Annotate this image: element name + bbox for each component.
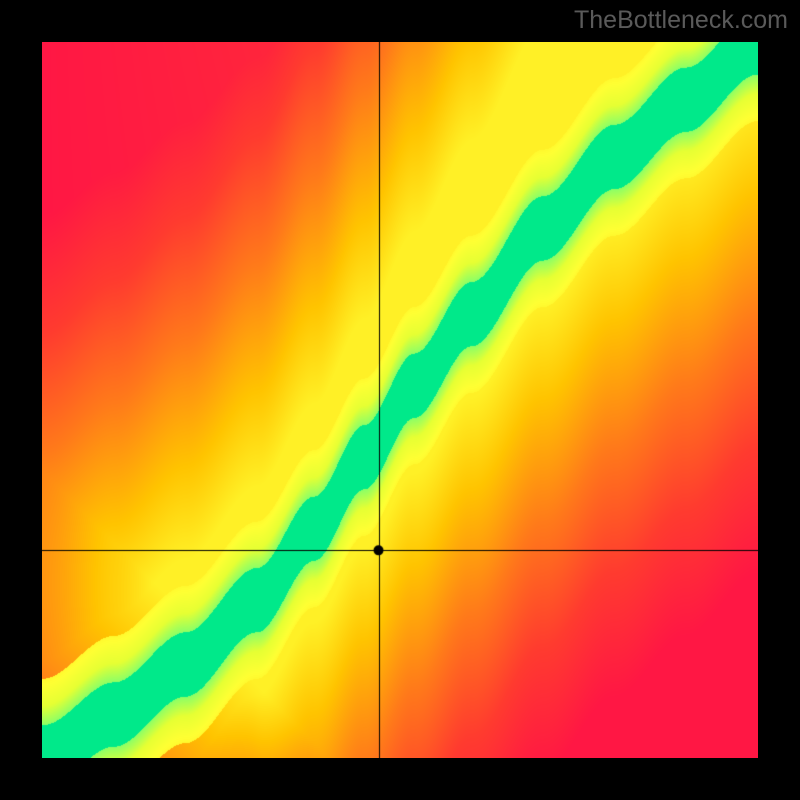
heatmap-canvas — [42, 42, 758, 758]
chart-container: TheBottleneck.com — [0, 0, 800, 800]
watermark-text: TheBottleneck.com — [574, 6, 788, 35]
